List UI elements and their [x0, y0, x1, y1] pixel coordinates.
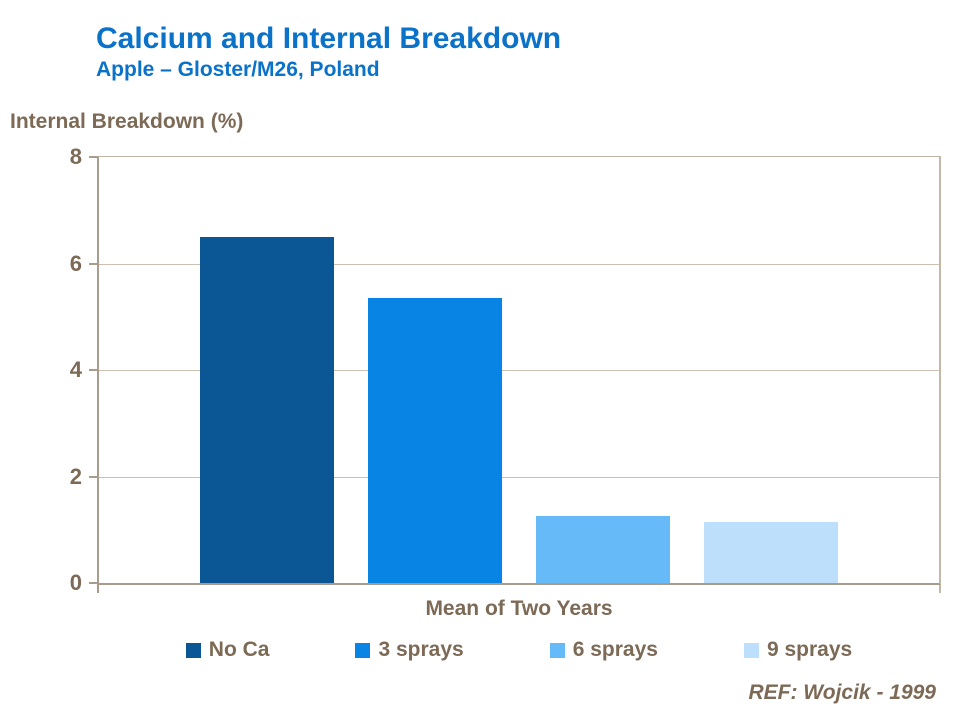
reference-note: REF: Wojcik - 1999 — [748, 681, 936, 704]
legend-item-6-sprays: 6 sprays — [549, 638, 658, 662]
bar-9-sprays — [704, 521, 838, 583]
legend-label: 9 sprays — [766, 638, 853, 661]
y-axis-title: Internal Breakdown (%) — [10, 110, 244, 133]
gridline-y6 — [99, 263, 939, 265]
gridline-y2 — [99, 476, 939, 478]
y-tick-label-6: 6 — [69, 250, 82, 276]
y-tick-mark-6 — [89, 262, 97, 265]
gridline-y4 — [99, 370, 939, 371]
y-tick-label-0: 0 — [69, 570, 82, 595]
legend-swatch-icon — [549, 642, 565, 658]
page-title: Calcium and Internal Breakdown — [96, 22, 562, 55]
y-tick-label-2: 2 — [69, 463, 82, 489]
y-tick-label-8: 8 — [69, 144, 82, 169]
legend-swatch-icon — [185, 642, 201, 658]
legend-label: 3 sprays — [378, 638, 464, 661]
page-subtitle: Apple – Gloster/M26, Poland — [96, 58, 380, 81]
legend: No Ca 3 sprays 6 sprays 9 sprays — [97, 638, 941, 662]
y-axis-tick-labels: 0 2 4 6 8 — [0, 0, 82, 720]
legend-swatch-icon — [355, 642, 371, 658]
y-tick-mark-8 — [89, 156, 97, 158]
legend-item-9-sprays: 9 sprays — [743, 638, 853, 662]
bar-6-sprays — [536, 516, 670, 583]
y-tick-mark-2 — [89, 475, 97, 478]
bar-no-ca — [200, 236, 334, 583]
y-tick-label-4: 4 — [69, 357, 82, 382]
legend-item-no-ca: No Ca — [185, 638, 270, 662]
legend-label: 6 sprays — [572, 638, 658, 661]
y-tick-mark-0 — [89, 582, 97, 584]
plot-area — [97, 156, 941, 593]
x-axis-category-label: Mean of Two Years — [425, 597, 613, 620]
bar-3-sprays — [368, 298, 502, 583]
legend-swatch-icon — [743, 642, 759, 658]
y-tick-mark-4 — [89, 369, 97, 371]
legend-label: No Ca — [208, 638, 270, 661]
legend-item-3-sprays: 3 sprays — [355, 638, 464, 662]
